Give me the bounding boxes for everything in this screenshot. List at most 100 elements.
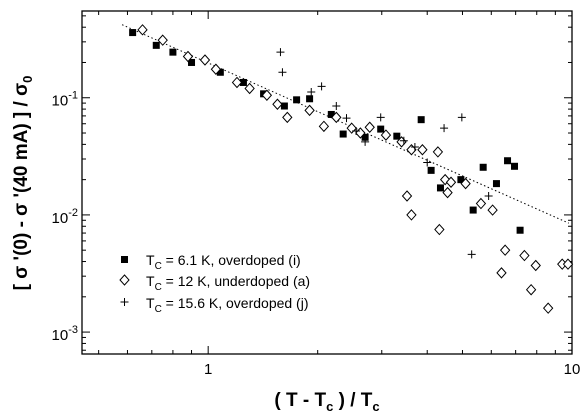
legend-entry-post: = 12 K, underdoped (a) xyxy=(162,273,310,289)
plot-frame xyxy=(81,10,573,355)
fit-line xyxy=(121,24,570,224)
point-plus xyxy=(278,68,287,77)
point-filled-square xyxy=(516,226,524,234)
point-filled-square xyxy=(457,176,465,184)
x-axis-title-mid: ) / T xyxy=(333,390,372,411)
y-tick-exponent: -2 xyxy=(68,207,78,219)
point-filled-square xyxy=(361,133,369,141)
point-filled-square xyxy=(239,78,247,86)
point-open-diamond xyxy=(445,176,457,188)
point-open-diamond xyxy=(261,89,273,102)
point-open-diamond xyxy=(439,173,451,186)
point-open-diamond xyxy=(231,76,243,89)
point-open-diamond xyxy=(487,204,498,216)
point-open-diamond xyxy=(304,104,315,117)
point-plus xyxy=(352,127,361,136)
point-open-diamond xyxy=(530,259,541,272)
y-axis-title: [ σ '(0) - σ '(40 mA) ] / σ0 xyxy=(11,76,35,291)
point-plus xyxy=(342,114,351,123)
y-axis-title-sub: 0 xyxy=(20,76,35,83)
point-filled-square xyxy=(280,102,288,110)
point-open-diamond xyxy=(519,249,530,262)
point-open-diamond xyxy=(346,122,357,134)
legend-entry-sub: C xyxy=(155,304,162,315)
point-open-diamond xyxy=(562,258,574,270)
point-open-diamond xyxy=(199,54,211,66)
point-filled-square xyxy=(339,130,347,138)
point-open-diamond xyxy=(244,82,255,95)
point-plus xyxy=(467,250,476,259)
point-open-diamond xyxy=(406,209,417,221)
point-filled-square xyxy=(511,162,519,170)
point-plus xyxy=(457,113,466,122)
point-filled-square xyxy=(427,166,435,174)
point-open-diamond xyxy=(380,129,392,141)
fit-line-layer xyxy=(121,24,570,224)
x-axis-title: ( T - Tc ) / Tc xyxy=(274,390,379,413)
point-open-diamond xyxy=(318,120,330,133)
point-plus xyxy=(361,137,370,146)
point-filled-square xyxy=(152,41,160,49)
y-tick-label: 10-1 xyxy=(52,90,78,110)
point-open-diamond xyxy=(434,223,445,236)
point-open-diamond xyxy=(331,111,342,124)
point-open-diamond xyxy=(496,267,507,279)
y-tick-exponent: -3 xyxy=(68,324,78,336)
point-filled-square xyxy=(469,206,477,214)
y-tick-label: 10-3 xyxy=(52,324,78,344)
point-filled-square xyxy=(327,110,335,118)
ticks-layer xyxy=(82,11,573,354)
point-filled-square xyxy=(417,116,425,124)
point-plus xyxy=(317,82,326,91)
legend-entry-sub: C xyxy=(155,261,162,272)
point-plus xyxy=(440,124,449,133)
point-open-diamond xyxy=(432,146,444,158)
point-open-diamond xyxy=(182,50,194,63)
point-open-diamond xyxy=(282,111,293,124)
point-filled-square xyxy=(306,95,314,103)
point-filled-square xyxy=(188,58,196,66)
point-filled-square xyxy=(504,157,512,165)
x-tick-label: 1 xyxy=(204,361,212,378)
point-open-diamond xyxy=(137,24,148,36)
point-filled-square xyxy=(293,96,301,104)
point-open-diamond xyxy=(442,186,453,199)
x-axis-title-sub: c xyxy=(326,399,333,413)
legend-entry-pre: T xyxy=(146,295,155,311)
point-open-diamond xyxy=(157,34,168,46)
point-plus xyxy=(410,142,419,151)
point-filled-square xyxy=(377,125,385,133)
point-open-diamond xyxy=(475,197,487,210)
point-filled-square xyxy=(216,68,224,76)
point-filled-square xyxy=(393,132,401,140)
legend-marker-open-diamond xyxy=(119,274,130,286)
point-open-diamond xyxy=(401,190,413,202)
legend-entry-pre: T xyxy=(146,252,155,268)
point-plus xyxy=(307,87,316,96)
point-open-diamond xyxy=(542,302,554,314)
point-open-diamond xyxy=(272,98,283,110)
legend-entry-pre: T xyxy=(146,273,155,289)
point-filled-square xyxy=(129,29,137,37)
y-tick-base: 10 xyxy=(52,210,69,227)
legend-entry: TC = 6.1 K, overdoped (i) xyxy=(146,252,301,272)
legend-marker-plus xyxy=(120,298,129,306)
y-tick-label: 10-2 xyxy=(52,207,78,227)
point-plus xyxy=(399,136,408,145)
point-filled-square xyxy=(492,180,500,188)
point-filled-square xyxy=(436,184,444,192)
point-plus xyxy=(484,192,493,201)
y-tick-base: 10 xyxy=(52,327,69,344)
x-tick-label: 10 xyxy=(564,361,581,378)
point-open-diamond xyxy=(364,121,375,133)
y-tick-base: 10 xyxy=(52,93,69,110)
point-open-diamond xyxy=(499,244,511,256)
legend-marker-filled-square xyxy=(121,256,128,263)
point-plus xyxy=(332,102,341,111)
point-open-diamond xyxy=(417,143,428,156)
point-plus xyxy=(423,158,432,167)
point-open-diamond xyxy=(210,63,222,76)
x-axis-title-sub2: c xyxy=(372,399,379,413)
legend-entry-sub: C xyxy=(155,282,162,293)
